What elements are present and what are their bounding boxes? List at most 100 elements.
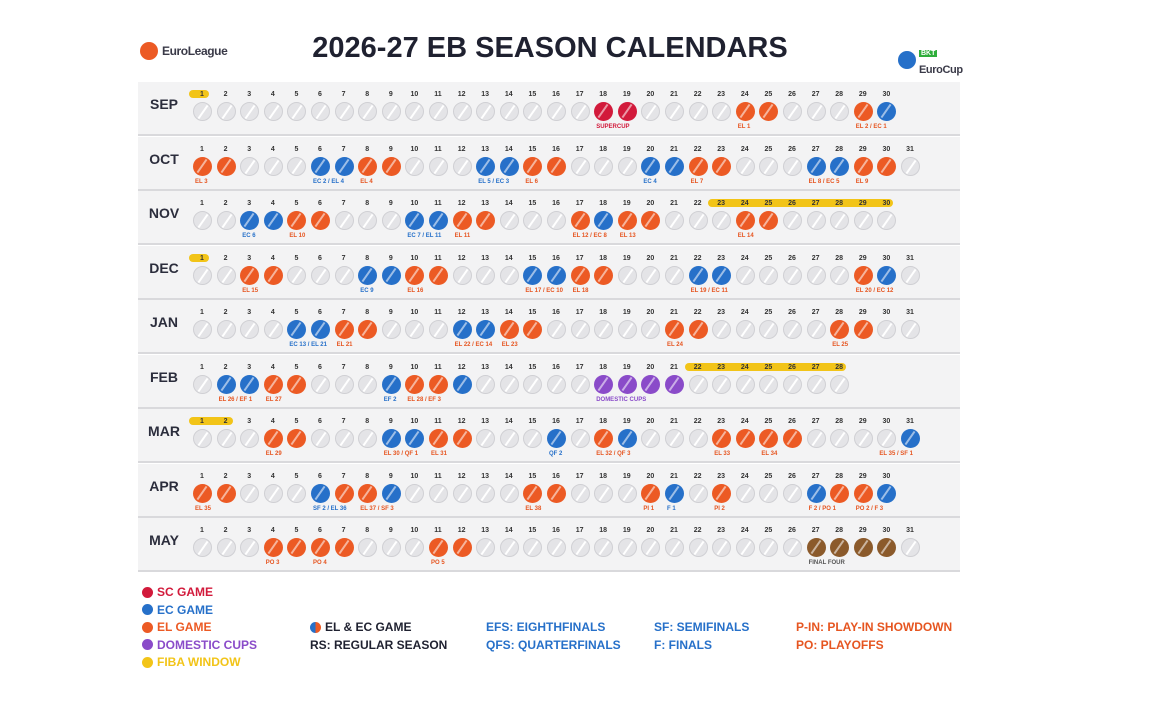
el-game-ball-icon[interactable] bbox=[853, 483, 873, 503]
ec-game-ball-icon[interactable] bbox=[641, 156, 661, 176]
el-game-ball-icon[interactable] bbox=[263, 374, 283, 394]
el-game-ball-icon[interactable] bbox=[381, 156, 401, 176]
el-game-ball-icon[interactable] bbox=[334, 538, 354, 557]
ec-game-ball-icon[interactable] bbox=[901, 429, 920, 448]
el-game-ball-icon[interactable] bbox=[263, 429, 283, 448]
ec-game-ball-icon[interactable] bbox=[429, 211, 448, 230]
el-game-ball-icon[interactable] bbox=[617, 211, 637, 230]
dc-game-ball-icon[interactable] bbox=[617, 374, 637, 394]
el-game-ball-icon[interactable] bbox=[759, 102, 779, 121]
el-game-ball-icon[interactable] bbox=[452, 211, 472, 230]
el-game-ball-icon[interactable] bbox=[547, 156, 566, 176]
ec-game-ball-icon[interactable] bbox=[617, 429, 637, 448]
dc-game-ball-icon[interactable] bbox=[641, 374, 661, 394]
el-game-ball-icon[interactable] bbox=[287, 374, 307, 394]
el-game-ball-icon[interactable] bbox=[759, 211, 779, 230]
ec-game-ball-icon[interactable] bbox=[523, 265, 543, 285]
ff-game-ball-icon[interactable] bbox=[806, 538, 826, 557]
el-game-ball-icon[interactable] bbox=[193, 483, 212, 503]
el-game-ball-icon[interactable] bbox=[263, 538, 283, 557]
el-game-ball-icon[interactable] bbox=[712, 429, 732, 448]
el-game-ball-icon[interactable] bbox=[735, 211, 755, 230]
ec-game-ball-icon[interactable] bbox=[877, 102, 897, 121]
ec-game-ball-icon[interactable] bbox=[381, 374, 401, 394]
ec-game-ball-icon[interactable] bbox=[311, 156, 330, 176]
el-game-ball-icon[interactable] bbox=[665, 320, 684, 339]
ec-game-ball-icon[interactable] bbox=[547, 265, 566, 285]
ec-game-ball-icon[interactable] bbox=[665, 156, 684, 176]
ec-game-ball-icon[interactable] bbox=[287, 320, 307, 339]
ec-game-ball-icon[interactable] bbox=[499, 156, 519, 176]
ec-game-ball-icon[interactable] bbox=[877, 483, 897, 503]
el-game-ball-icon[interactable] bbox=[688, 320, 708, 339]
el-game-ball-icon[interactable] bbox=[452, 429, 472, 448]
el-game-ball-icon[interactable] bbox=[287, 538, 307, 557]
el-game-ball-icon[interactable] bbox=[216, 156, 236, 176]
sc-game-ball-icon[interactable] bbox=[617, 102, 637, 121]
el-game-ball-icon[interactable] bbox=[641, 211, 661, 230]
el-game-ball-icon[interactable] bbox=[853, 320, 873, 339]
dc-game-ball-icon[interactable] bbox=[594, 374, 614, 394]
el-game-ball-icon[interactable] bbox=[452, 538, 472, 557]
el-game-ball-icon[interactable] bbox=[429, 538, 448, 557]
ec-game-ball-icon[interactable] bbox=[405, 211, 425, 230]
ec-game-ball-icon[interactable] bbox=[830, 156, 850, 176]
ec-game-ball-icon[interactable] bbox=[381, 429, 401, 448]
ec-game-ball-icon[interactable] bbox=[311, 483, 330, 503]
el-game-ball-icon[interactable] bbox=[877, 156, 897, 176]
el-game-ball-icon[interactable] bbox=[311, 538, 330, 557]
ec-game-ball-icon[interactable] bbox=[806, 483, 826, 503]
ff-game-ball-icon[interactable] bbox=[877, 538, 897, 557]
el-game-ball-icon[interactable] bbox=[429, 265, 448, 285]
el-game-ball-icon[interactable] bbox=[334, 320, 354, 339]
ec-game-ball-icon[interactable] bbox=[240, 374, 260, 394]
el-game-ball-icon[interactable] bbox=[570, 265, 590, 285]
el-game-ball-icon[interactable] bbox=[853, 156, 873, 176]
sc-game-ball-icon[interactable] bbox=[594, 102, 614, 121]
ec-game-ball-icon[interactable] bbox=[381, 265, 401, 285]
el-game-ball-icon[interactable] bbox=[523, 156, 543, 176]
ec-game-ball-icon[interactable] bbox=[216, 374, 236, 394]
el-game-ball-icon[interactable] bbox=[240, 265, 260, 285]
el-game-ball-icon[interactable] bbox=[358, 483, 378, 503]
el-game-ball-icon[interactable] bbox=[594, 265, 614, 285]
el-game-ball-icon[interactable] bbox=[429, 429, 448, 448]
el-game-ball-icon[interactable] bbox=[830, 320, 850, 339]
el-game-ball-icon[interactable] bbox=[405, 374, 425, 394]
ec-game-ball-icon[interactable] bbox=[476, 320, 496, 339]
el-game-ball-icon[interactable] bbox=[594, 429, 614, 448]
ec-game-ball-icon[interactable] bbox=[311, 320, 330, 339]
ec-game-ball-icon[interactable] bbox=[358, 265, 378, 285]
el-game-ball-icon[interactable] bbox=[783, 429, 802, 448]
el-game-ball-icon[interactable] bbox=[735, 102, 755, 121]
ec-game-ball-icon[interactable] bbox=[476, 156, 496, 176]
el-game-ball-icon[interactable] bbox=[334, 483, 354, 503]
el-game-ball-icon[interactable] bbox=[712, 156, 732, 176]
el-game-ball-icon[interactable] bbox=[853, 265, 873, 285]
el-game-ball-icon[interactable] bbox=[193, 156, 212, 176]
el-game-ball-icon[interactable] bbox=[688, 156, 708, 176]
ec-game-ball-icon[interactable] bbox=[688, 265, 708, 285]
ec-game-ball-icon[interactable] bbox=[712, 265, 732, 285]
ec-game-ball-icon[interactable] bbox=[381, 483, 401, 503]
ec-game-ball-icon[interactable] bbox=[594, 211, 614, 230]
ff-game-ball-icon[interactable] bbox=[830, 538, 850, 557]
el-game-ball-icon[interactable] bbox=[499, 320, 519, 339]
el-game-ball-icon[interactable] bbox=[523, 483, 543, 503]
el-game-ball-icon[interactable] bbox=[759, 429, 779, 448]
el-game-ball-icon[interactable] bbox=[358, 156, 378, 176]
ec-game-ball-icon[interactable] bbox=[547, 429, 566, 448]
el-game-ball-icon[interactable] bbox=[523, 320, 543, 339]
el-game-ball-icon[interactable] bbox=[547, 483, 566, 503]
ec-game-ball-icon[interactable] bbox=[877, 265, 897, 285]
el-game-ball-icon[interactable] bbox=[358, 320, 378, 339]
el-game-ball-icon[interactable] bbox=[311, 211, 330, 230]
el-game-ball-icon[interactable] bbox=[830, 483, 850, 503]
el-game-ball-icon[interactable] bbox=[641, 483, 661, 503]
el-game-ball-icon[interactable] bbox=[287, 211, 307, 230]
ec-game-ball-icon[interactable] bbox=[452, 374, 472, 394]
el-game-ball-icon[interactable] bbox=[429, 374, 448, 394]
el-game-ball-icon[interactable] bbox=[263, 265, 283, 285]
ec-game-ball-icon[interactable] bbox=[405, 429, 425, 448]
el-game-ball-icon[interactable] bbox=[216, 483, 236, 503]
